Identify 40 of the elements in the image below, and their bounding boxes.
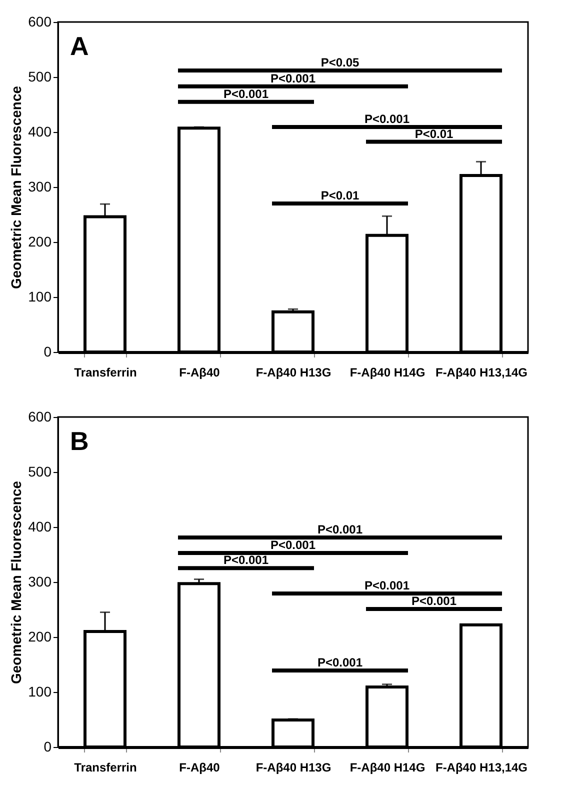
x-tick-label: F-Aβ40 (179, 366, 220, 380)
y-tick-label: 100 (28, 684, 52, 700)
annotation: P<0.001 (270, 71, 316, 86)
annotation: P<0.001 (223, 553, 269, 568)
x-tick-label: F-Aβ40 H13G (256, 366, 332, 380)
annotation: P<0.001 (270, 538, 316, 552)
y-tick-label: 0 (44, 738, 52, 754)
chart-title: B (70, 426, 89, 456)
y-axis-title: Geometric Mean Fluorescence (8, 480, 24, 684)
y-tick-label: 100 (28, 288, 52, 304)
y-tick-label: 200 (28, 234, 52, 250)
annotation: P<0.05 (320, 56, 360, 70)
y-tick-label: 0 (44, 344, 52, 360)
x-tick-label: F-Aβ40 H14G (350, 366, 426, 380)
annotation: P<0.001 (223, 86, 269, 101)
y-axis-title: Geometric Mean Fluorescence (8, 86, 24, 290)
annotation: P<0.001 (364, 578, 410, 593)
y-tick-label: 600 (28, 14, 52, 30)
x-tick-label: Transferrin (74, 366, 137, 380)
x-tick-label: F-Aβ40 H13,14G (435, 760, 528, 774)
chart-title: A (70, 31, 89, 61)
y-tick-label: 500 (28, 464, 52, 480)
x-tick-label: F-Aβ40 H13G (256, 760, 332, 774)
y-tick-label: 400 (28, 518, 52, 534)
y-tick-label: 300 (28, 574, 52, 590)
x-tick-label: F-Aβ40 H14G (350, 760, 426, 774)
x-tick-label: F-Aβ40 H13,14G (435, 366, 528, 380)
annotation: P<0.001 (411, 594, 457, 608)
annotation: P<0.01 (320, 188, 360, 202)
annotation: P<0.001 (317, 522, 363, 536)
y-tick-label: 300 (28, 178, 52, 194)
annotation: P<0.001 (317, 655, 363, 670)
x-tick-label: Transferrin (74, 760, 137, 774)
y-tick-label: 400 (28, 124, 52, 140)
annotation: P<0.001 (364, 112, 410, 126)
y-tick-label: 200 (28, 628, 52, 644)
y-tick-label: 500 (28, 68, 52, 84)
x-tick-label: F-Aβ40 (179, 760, 220, 774)
annotation: P<0.01 (414, 126, 454, 141)
y-tick-label: 600 (28, 408, 52, 424)
